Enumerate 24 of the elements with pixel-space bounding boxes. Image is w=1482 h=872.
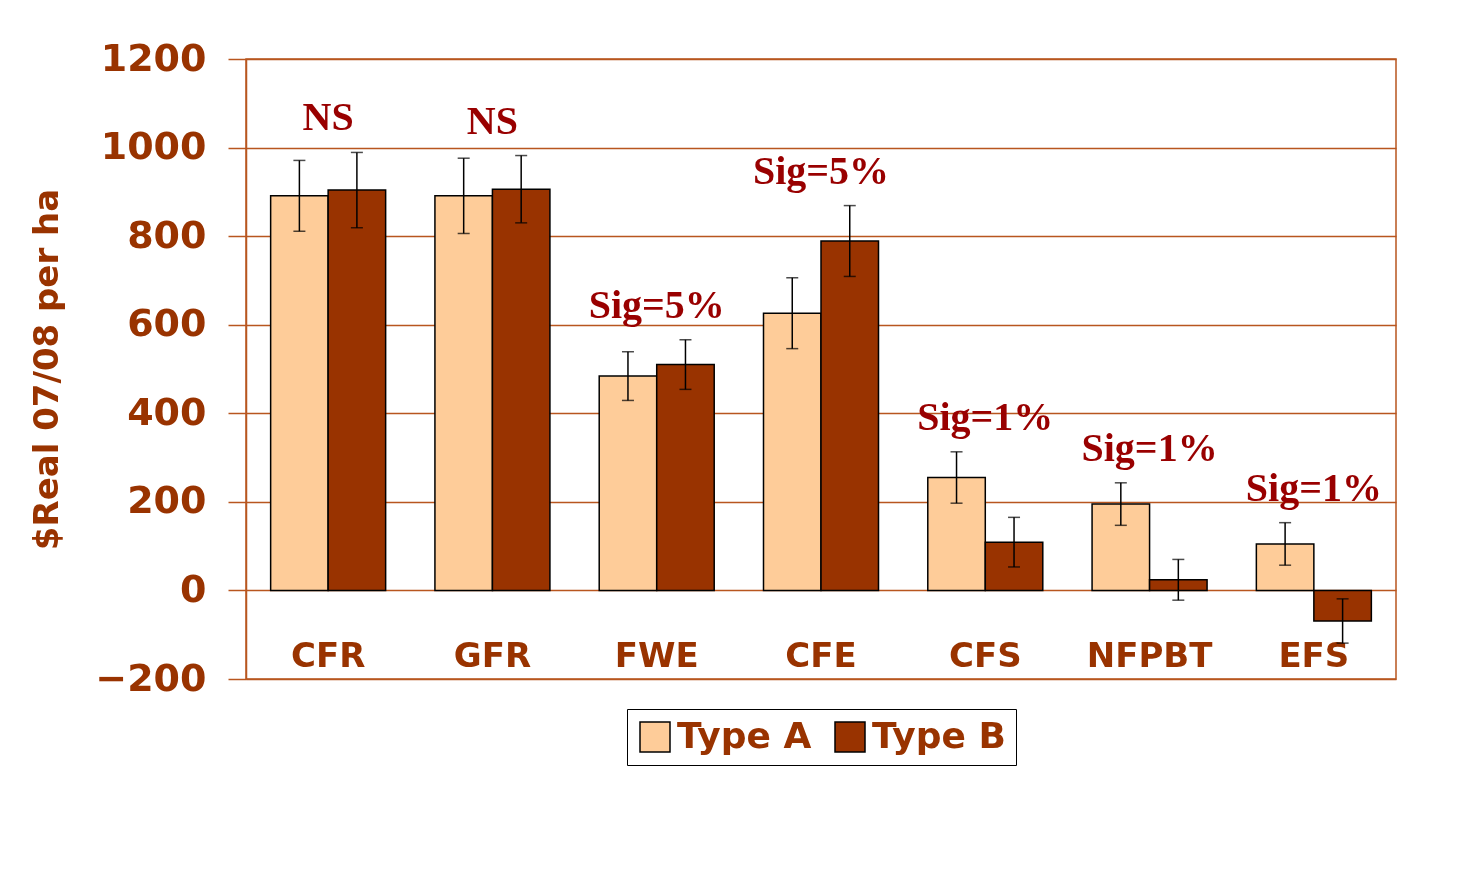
- legend-label: Type B: [872, 715, 1006, 756]
- y-tick-label: 0: [180, 566, 207, 611]
- x-tick-label: NFPBT: [1086, 634, 1214, 675]
- y-tick-label: 800: [127, 212, 207, 257]
- y-tick-label: 400: [127, 389, 207, 434]
- x-tick-label: FWE: [614, 634, 699, 675]
- x-tick-label: CFR: [290, 634, 366, 675]
- annotation: Sig=5%: [752, 147, 890, 193]
- legend-label: Type A: [677, 715, 812, 756]
- annotation: Sig=1%: [1081, 424, 1218, 470]
- x-tick-label: CFS: [948, 634, 1022, 675]
- annotation: Sig=5%: [588, 281, 725, 327]
- x-tick-label: CFE: [785, 634, 857, 675]
- x-tick-label: EFS: [1278, 634, 1350, 675]
- x-tick-label: GFR: [453, 634, 532, 675]
- y-axis-title: $Real 07/08 per ha: [26, 188, 67, 551]
- y-tick-label: 200: [127, 478, 207, 523]
- annotation: Sig=1%: [1245, 464, 1382, 510]
- y-tick-label: −200: [95, 655, 207, 700]
- annotation: NS: [302, 94, 354, 140]
- y-tick-label: 1200: [100, 35, 207, 80]
- y-tick-label: 600: [127, 301, 207, 346]
- y-tick-label: 1000: [100, 124, 207, 169]
- annotation: NS: [466, 97, 518, 143]
